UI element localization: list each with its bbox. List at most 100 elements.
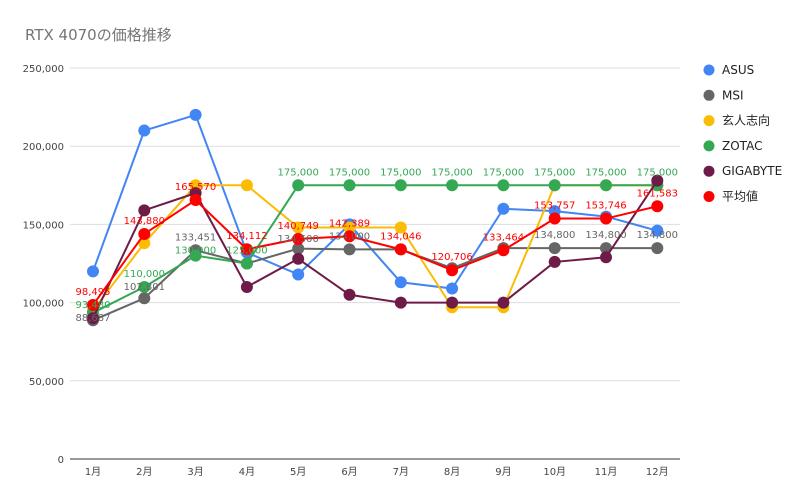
x-tick-label: 10月 — [543, 466, 566, 478]
data-label: 134,000 — [329, 231, 370, 242]
data-point — [343, 221, 356, 234]
data-point — [497, 244, 510, 257]
data-point — [240, 179, 253, 192]
legend-marker — [703, 89, 715, 101]
series-line-ZOTAC — [92, 184, 658, 314]
data-label: 142,389 — [329, 218, 370, 229]
data-label: 175,000 — [278, 167, 319, 178]
data-point — [87, 298, 99, 311]
legend-label: 玄人志向 — [722, 113, 770, 128]
data-point — [394, 296, 407, 309]
x-tick-label: 1月 — [85, 466, 101, 478]
data-label: 88,687 — [76, 313, 111, 324]
data-label: 175,000 — [585, 167, 626, 178]
data-label: 134,800 — [585, 230, 626, 241]
y-tick-label: 100,000 — [23, 299, 64, 310]
data-point — [600, 179, 612, 192]
x-tick-label: 9月 — [495, 466, 511, 478]
data-point — [138, 227, 151, 240]
data-label: 110,000 — [124, 269, 165, 280]
data-point — [651, 242, 664, 255]
data-point — [292, 242, 305, 255]
data-label: 93,480 — [76, 300, 111, 311]
data-point — [343, 179, 356, 192]
data-label: 133,464 — [483, 232, 524, 243]
x-tick-label: 12月 — [646, 466, 669, 478]
data-label: 102,801 — [124, 282, 165, 293]
data-label: 98,495 — [76, 287, 111, 298]
data-label: 134,800 — [534, 230, 575, 241]
data-point — [548, 179, 561, 192]
legend-label: MSI — [722, 88, 744, 102]
data-point — [240, 280, 253, 293]
data-label: 134,112 — [226, 231, 267, 242]
data-label: 165,570 — [175, 182, 216, 193]
data-point — [651, 174, 664, 187]
series-line-MSI — [92, 247, 658, 322]
legend-marker — [703, 165, 715, 177]
data-label: 125,000 — [226, 246, 267, 257]
data-point — [292, 252, 305, 265]
data-point — [138, 280, 151, 293]
data-point — [651, 224, 664, 237]
series-line-ASUS — [92, 113, 658, 290]
y-tick-label: 50,000 — [29, 377, 64, 388]
series-line-GIGABYTE — [92, 180, 659, 319]
data-label: 175,000 — [329, 167, 370, 178]
legend-label: ASUS — [722, 63, 754, 77]
data-label: 175,000 — [431, 167, 472, 178]
data-point — [394, 243, 407, 256]
data-point — [292, 232, 305, 245]
x-tick-label: 11月 — [595, 466, 618, 478]
data-point — [600, 212, 612, 225]
data-point — [138, 292, 151, 305]
data-point — [292, 268, 305, 281]
data-label: 120,706 — [431, 252, 472, 263]
data-label: 153,746 — [585, 201, 626, 212]
data-point — [292, 221, 305, 234]
legend-marker — [703, 140, 715, 152]
x-tick-label: 7月 — [393, 466, 409, 478]
data-point — [343, 230, 356, 243]
data-point — [394, 276, 407, 289]
data-point — [497, 202, 510, 215]
y-tick-label: 250,000 — [23, 64, 64, 75]
data-point — [548, 212, 561, 225]
x-tick-label: 8月 — [444, 466, 460, 478]
data-label: 153,757 — [534, 201, 575, 212]
data-point — [394, 221, 407, 234]
data-point — [87, 265, 99, 278]
x-tick-label: 4月 — [239, 466, 255, 478]
data-point — [497, 179, 510, 192]
data-point — [394, 179, 407, 192]
data-label: 140,749 — [278, 221, 319, 232]
data-label: 175,000 — [380, 167, 421, 178]
data-point — [446, 264, 459, 277]
data-label: 134,500 — [278, 234, 319, 245]
x-tick-label: 5月 — [290, 466, 306, 478]
data-point — [87, 312, 99, 325]
data-point — [189, 249, 202, 262]
series-line-平均値 — [92, 198, 658, 306]
y-tick-label: 0 — [58, 455, 64, 466]
data-label: 175,000 — [534, 167, 575, 178]
data-point — [240, 243, 253, 256]
data-point — [189, 108, 202, 121]
data-point — [343, 243, 356, 256]
data-point — [343, 288, 356, 301]
data-label: 134,800 — [637, 230, 678, 241]
data-point — [651, 200, 664, 213]
legend-marker — [703, 115, 715, 127]
data-label: 130,000 — [175, 245, 216, 256]
x-tick-label: 6月 — [341, 466, 357, 478]
data-point — [189, 194, 202, 207]
y-tick-label: 200,000 — [23, 142, 64, 153]
legend-label: GIGABYTE — [722, 164, 782, 178]
data-point — [446, 282, 459, 295]
data-label: 133,451 — [175, 232, 216, 243]
data-point — [138, 204, 151, 217]
data-point — [446, 296, 459, 309]
data-label: 175,000 — [483, 167, 524, 178]
data-point — [292, 179, 305, 192]
